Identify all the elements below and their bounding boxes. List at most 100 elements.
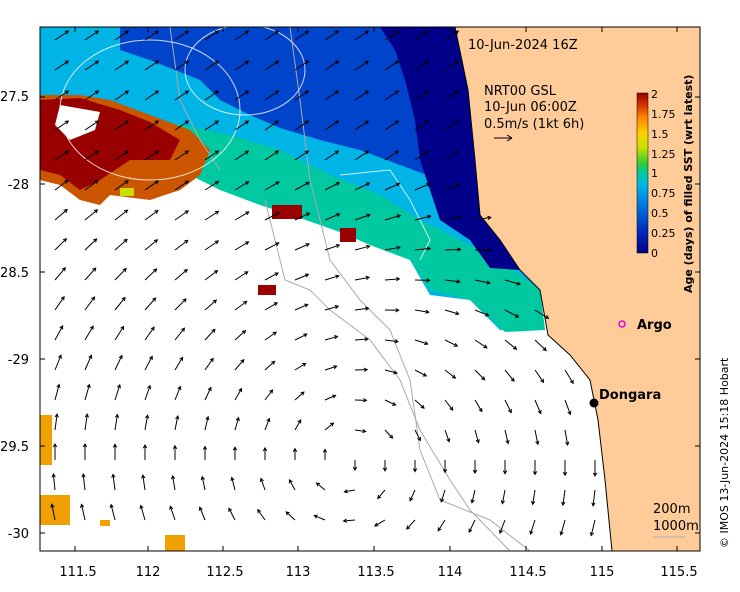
current-vector xyxy=(562,489,566,506)
current-vector xyxy=(444,120,459,131)
current-vector xyxy=(234,150,249,161)
current-vector xyxy=(204,416,209,431)
current-vector xyxy=(444,399,454,411)
current-vector xyxy=(52,474,56,491)
current-vector-head xyxy=(454,90,460,95)
current-vector xyxy=(264,360,275,371)
current-vector xyxy=(144,210,159,221)
current-vector xyxy=(144,60,159,71)
orange-patch xyxy=(40,415,52,465)
current-vector-head xyxy=(141,474,146,479)
current-vector xyxy=(204,120,219,131)
current-vector-head xyxy=(304,120,310,125)
current-vector-head xyxy=(92,267,97,272)
current-vector-head xyxy=(365,306,370,311)
current-vector-head xyxy=(454,60,460,65)
current-vector-head xyxy=(64,179,69,184)
current-vector-head xyxy=(446,438,451,443)
current-vector-head xyxy=(274,90,280,95)
current-vector xyxy=(144,268,157,281)
current-vector-head xyxy=(214,30,220,35)
current-vector-head xyxy=(64,90,70,95)
current-vector xyxy=(54,414,58,431)
current-vector-head xyxy=(183,268,188,274)
current-vector-head xyxy=(275,181,280,186)
current-vector xyxy=(406,519,416,530)
current-vector-head xyxy=(285,511,290,516)
current-vector xyxy=(204,150,219,161)
current-vector xyxy=(264,150,279,161)
current-vector xyxy=(384,120,399,131)
current-vector-head xyxy=(89,325,94,330)
current-vector xyxy=(264,90,279,101)
current-vector xyxy=(199,507,206,521)
current-vector xyxy=(174,180,189,191)
current-vector xyxy=(172,475,176,491)
current-vector-head xyxy=(394,120,400,125)
current-vector-head xyxy=(304,30,310,35)
current-vector xyxy=(174,120,189,131)
current-vector-head xyxy=(529,530,534,535)
current-vector xyxy=(440,489,446,502)
current-vector xyxy=(174,210,189,221)
current-vector xyxy=(84,355,92,371)
current-vector xyxy=(174,357,184,371)
current-vector-head xyxy=(245,241,250,246)
current-vector xyxy=(444,309,459,315)
current-vector xyxy=(294,303,308,311)
current-vector xyxy=(354,90,369,101)
current-vector xyxy=(264,242,279,251)
current-vector xyxy=(444,150,459,161)
current-vector xyxy=(534,429,539,445)
current-vector xyxy=(344,489,356,493)
current-vector-head xyxy=(505,439,510,445)
current-vector xyxy=(384,30,399,41)
current-vector-head xyxy=(154,90,160,95)
white-contours xyxy=(59,27,431,261)
age-2-spot xyxy=(272,205,302,219)
current-vector xyxy=(374,519,386,527)
current-vector-head xyxy=(214,240,220,245)
current-vector xyxy=(354,276,370,281)
current-vector xyxy=(384,214,401,221)
current-vector xyxy=(474,399,483,412)
current-vector-head xyxy=(118,354,123,360)
current-vector-head xyxy=(424,90,430,95)
current-vector xyxy=(414,120,429,131)
current-vector xyxy=(294,333,308,341)
current-vector-head xyxy=(214,120,220,125)
current-vector-head xyxy=(271,360,276,365)
current-vector xyxy=(54,60,69,71)
current-vector xyxy=(285,511,296,521)
current-vector xyxy=(324,30,339,41)
current-vector xyxy=(324,335,338,341)
current-vector xyxy=(114,209,128,221)
current-vector-head xyxy=(81,473,86,478)
current-vector-head xyxy=(422,372,428,377)
current-vector-head xyxy=(209,357,214,362)
current-vector-head xyxy=(365,275,371,280)
colorbar-tick: 0 xyxy=(651,247,658,260)
current-vector-head xyxy=(305,243,310,248)
current-vector xyxy=(84,267,97,281)
current-vector-head xyxy=(230,476,235,482)
current-vector-head xyxy=(145,414,150,419)
current-vector-head xyxy=(427,214,432,219)
current-vector xyxy=(84,120,99,131)
current-vector xyxy=(144,385,151,401)
current-vector-head xyxy=(394,150,400,155)
colorbar-ticks: 0 0.25 0.5 0.75 1 1.25 1.5 1.75 2 xyxy=(651,88,676,260)
current-vector xyxy=(324,213,340,221)
current-vector xyxy=(54,267,66,281)
current-vector-head xyxy=(510,377,515,382)
current-vector xyxy=(142,475,146,491)
colorbar xyxy=(636,92,649,254)
current-vector xyxy=(414,183,430,191)
current-vector-head xyxy=(425,309,430,314)
current-vector-head xyxy=(334,90,340,95)
current-vector-head xyxy=(559,531,564,536)
current-vector xyxy=(204,30,219,41)
current-vector xyxy=(234,211,250,221)
current-vector xyxy=(474,369,485,381)
current-vector-head xyxy=(592,472,598,477)
